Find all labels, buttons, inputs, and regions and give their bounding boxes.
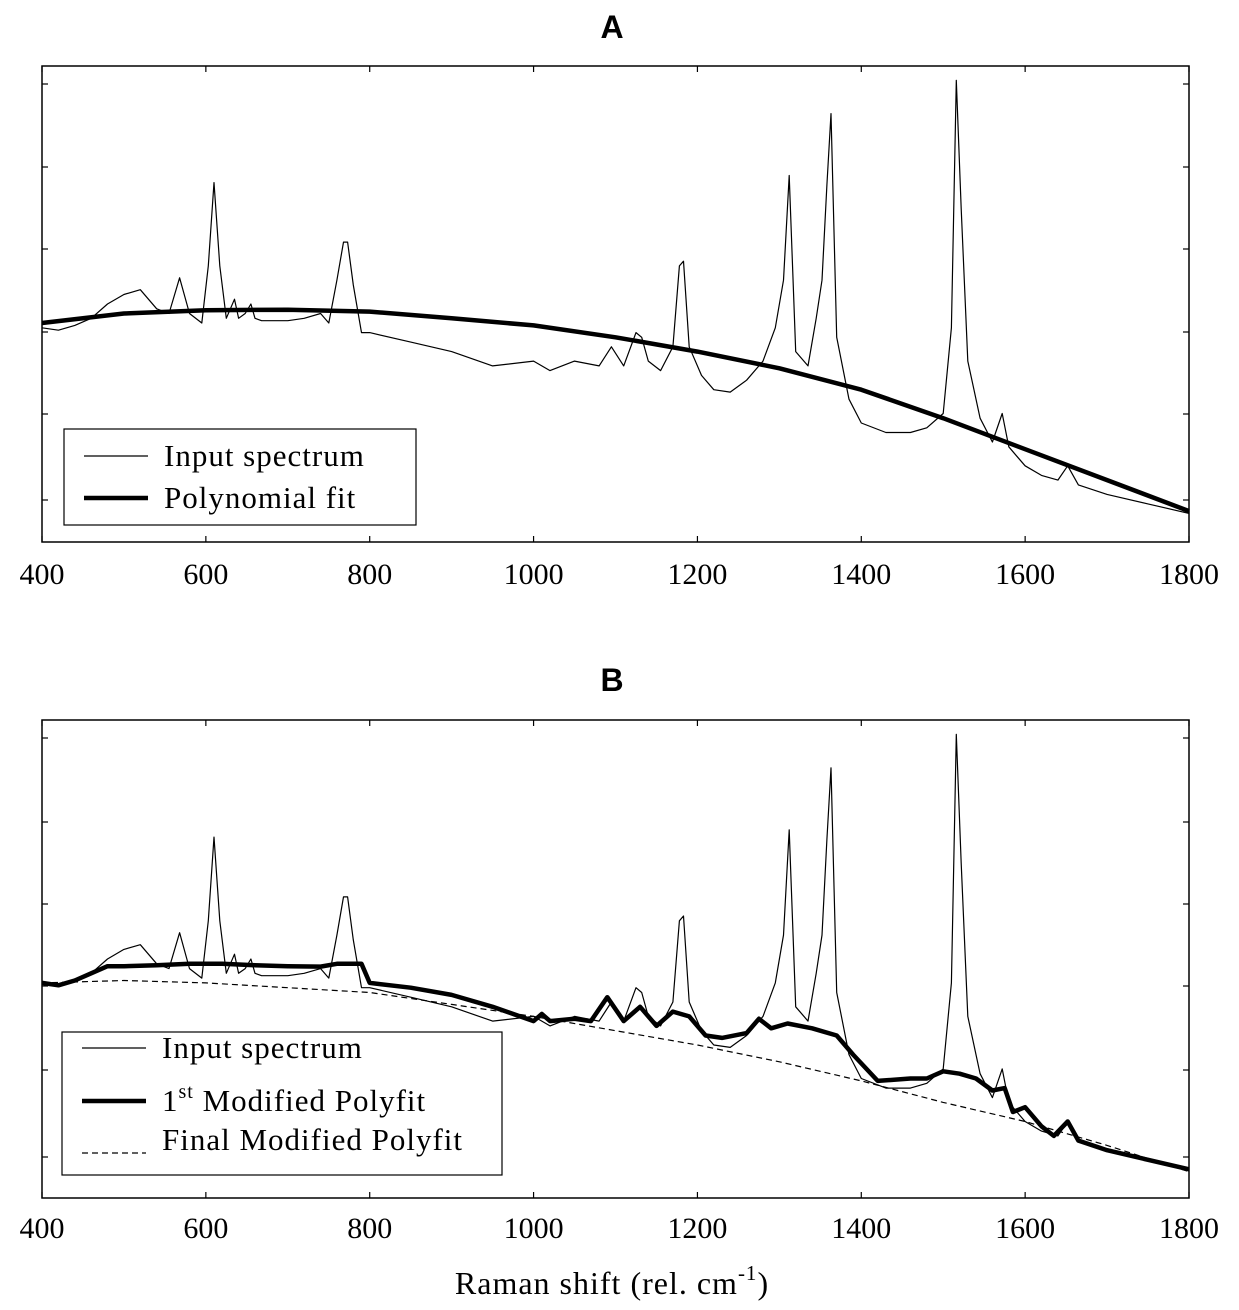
x-tick-label: 1000 bbox=[504, 558, 564, 591]
x-tick-label: 1000 bbox=[504, 1212, 564, 1245]
panel-a-x-tick-labels: 400 600 800 1000 1200 1400 1600 1800 bbox=[20, 558, 1220, 591]
panel-b-series bbox=[41, 733, 1190, 1173]
x-tick-label: 1600 bbox=[995, 1212, 1055, 1245]
series-final-modified-polyfit bbox=[41, 979, 1190, 1173]
legend-label-input-spectrum: Input spectrum bbox=[162, 1030, 363, 1065]
series-input-spectrum bbox=[41, 733, 1190, 1170]
panel-b-x-ticks bbox=[41, 720, 1190, 1198]
panel-b-title: B bbox=[600, 662, 623, 698]
panel-a-frame bbox=[41, 65, 1190, 543]
x-tick-label: 1200 bbox=[667, 558, 727, 591]
x-tick-label: 600 bbox=[183, 558, 228, 591]
x-axis-label: Raman shift (rel. cm-1) bbox=[455, 1261, 769, 1301]
legend-label-final-modified-polyfit: Final Modified Polyfit bbox=[162, 1122, 463, 1157]
legend-label-first-suffix: Modified Polyfit bbox=[194, 1083, 426, 1118]
series-1st-modified-polyfit bbox=[41, 961, 1190, 1172]
panel-b-legend: Input spectrum 1st Modified Polyfit Fina… bbox=[61, 1030, 503, 1176]
series-polynomial-fit bbox=[41, 307, 1190, 514]
x-axis-label-main: Raman shift (rel. cm bbox=[455, 1265, 738, 1301]
panel-a: A 400 600 800 1000 1200 1400 1600 1800 Input sp… bbox=[20, 9, 1220, 591]
x-tick-label: 400 bbox=[20, 1212, 65, 1245]
x-tick-label: 1800 bbox=[1159, 1212, 1219, 1245]
panel-a-title: A bbox=[600, 9, 623, 45]
legend-label-first-number: 1 bbox=[162, 1083, 179, 1118]
x-tick-label: 400 bbox=[20, 558, 65, 591]
legend-label-first-superscript: st bbox=[179, 1081, 194, 1103]
x-tick-label: 800 bbox=[347, 1212, 392, 1245]
series-input-spectrum bbox=[41, 79, 1190, 514]
panel-b-legend-box bbox=[61, 1031, 503, 1176]
panel-a-y-ticks bbox=[42, 83, 1189, 501]
panel-b-x-tick-labels: 400 600 800 1000 1200 1400 1600 1800 bbox=[20, 1212, 1220, 1245]
x-tick-label: 1400 bbox=[831, 558, 891, 591]
panel-b-frame bbox=[41, 719, 1190, 1199]
panel-a-legend: Input spectrum Polynomial fit bbox=[63, 428, 417, 526]
x-tick-label: 1800 bbox=[1159, 558, 1219, 591]
x-tick-label: 1400 bbox=[831, 1212, 891, 1245]
legend-label-polynomial-fit: Polynomial fit bbox=[164, 480, 356, 515]
x-axis-label-suffix: ) bbox=[757, 1265, 769, 1301]
legend-label-input-spectrum: Input spectrum bbox=[164, 438, 365, 473]
panel-a-legend-box bbox=[63, 428, 417, 526]
x-tick-label: 1200 bbox=[667, 1212, 727, 1245]
panel-b: B 400 600 800 1000 1200 1400 1600 1800 Input sp… bbox=[20, 662, 1220, 1301]
x-axis-label-superscript: -1 bbox=[738, 1261, 758, 1285]
x-tick-label: 800 bbox=[347, 558, 392, 591]
panel-a-x-ticks bbox=[41, 66, 1190, 542]
panel-b-y-ticks bbox=[42, 737, 1189, 1158]
x-tick-label: 600 bbox=[183, 1212, 228, 1245]
x-tick-label: 1600 bbox=[995, 558, 1055, 591]
legend-label-first-modified-polyfit: 1st Modified Polyfit bbox=[162, 1081, 426, 1118]
panel-a-series bbox=[41, 79, 1190, 514]
